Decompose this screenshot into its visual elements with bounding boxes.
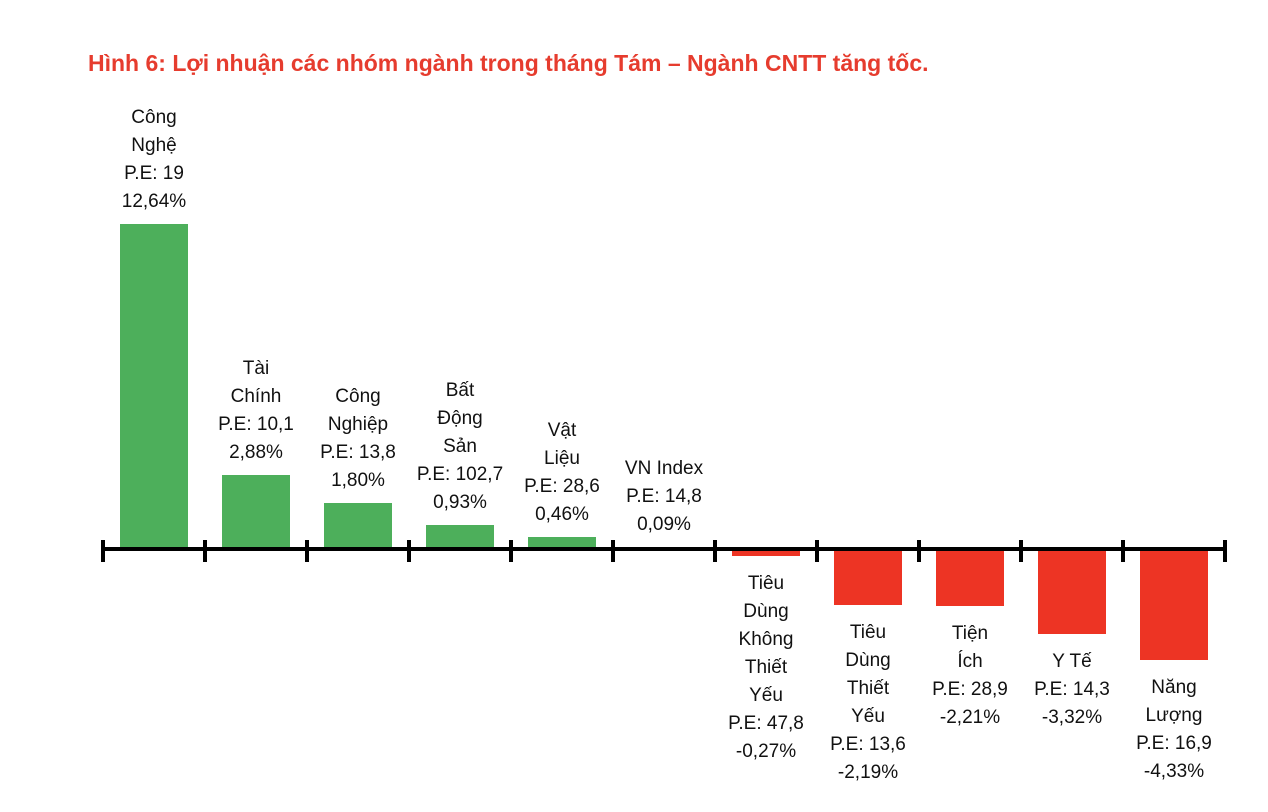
axis-tick bbox=[407, 540, 411, 562]
bar-label-line: P.E: 47,8 bbox=[728, 713, 804, 734]
bar-label-line: Công bbox=[131, 107, 177, 128]
bar-label-line: Nghiệp bbox=[327, 414, 389, 435]
bar-label: Công Nghiệp P.E: 13,8 1,80% bbox=[283, 383, 433, 495]
bar-negative bbox=[1038, 549, 1106, 634]
bar-label: VN Index P.E: 14,8 0,09% bbox=[589, 455, 739, 539]
axis-tick bbox=[713, 540, 717, 562]
bar-label-line: Lượng bbox=[1145, 705, 1203, 726]
bar-label-line: -3,32% bbox=[1041, 707, 1103, 728]
bar-negative bbox=[936, 549, 1004, 606]
bar-label-line: Tiêu bbox=[747, 573, 785, 594]
bar-label-line: Dùng bbox=[743, 601, 789, 622]
bar-label-line: Tài bbox=[242, 358, 270, 379]
bar-negative bbox=[1140, 549, 1208, 660]
bar-label-line: Thiết bbox=[846, 678, 890, 699]
chart-title: Hình 6: Lợi nhuận các nhóm ngành trong t… bbox=[88, 50, 929, 76]
bar-label-line: -2,21% bbox=[939, 707, 1001, 728]
axis-tick bbox=[203, 540, 207, 562]
bar-label-line: Động bbox=[437, 408, 483, 429]
axis-tick bbox=[611, 540, 615, 562]
axis-tick bbox=[509, 540, 513, 562]
bar-label-line: P.E: 28,6 bbox=[524, 476, 600, 497]
bar-label: Công Nghệ P.E: 19 12,64% bbox=[79, 104, 229, 216]
bar-label-line: Ích bbox=[957, 651, 983, 672]
bar-label-line: Sản bbox=[443, 436, 477, 457]
bar-label-line: P.E: 14,3 bbox=[1034, 679, 1110, 700]
bar-label: Bất Động Sản P.E: 102,7 0,93% bbox=[385, 377, 535, 517]
bar-label-line: 0,09% bbox=[637, 514, 691, 535]
bar-label: Tiêu Dùng Không Thiết Yếu P.E: 47,8 -0,27% bbox=[691, 570, 841, 766]
bar-label-line: P.E: 10,1 bbox=[218, 414, 294, 435]
bar-label: Y Tế P.E: 14,3 -3,32% bbox=[997, 648, 1147, 732]
bar-label: Tiện Ích P.E: 28,9 -2,21% bbox=[895, 620, 1045, 732]
bar-label-line: VN Index bbox=[624, 458, 704, 479]
bar-label-line: 1,80% bbox=[331, 470, 385, 491]
bar-label-line: -2,19% bbox=[837, 762, 899, 783]
bar-negative bbox=[834, 549, 902, 605]
bar-label-line: Yếu bbox=[749, 685, 783, 706]
bar-label-line: -4,33% bbox=[1143, 761, 1205, 782]
bar-positive bbox=[426, 525, 494, 549]
bar-label-line: Nghệ bbox=[131, 135, 177, 156]
axis-tick bbox=[1019, 540, 1023, 562]
bar-positive bbox=[528, 537, 596, 549]
bar-label-line: P.E: 14,8 bbox=[626, 486, 702, 507]
bar-label-line: Năng bbox=[1151, 677, 1197, 698]
bar-label: Tiêu Dùng Thiết Yếu P.E: 13,6 -2,19% bbox=[793, 619, 943, 787]
bar-label-line: Tiêu bbox=[849, 622, 887, 643]
bar-label-line: P.E: 102,7 bbox=[416, 464, 504, 485]
bar-label-line: Không bbox=[738, 629, 794, 650]
bar-label-line: Tiện bbox=[951, 623, 989, 644]
bar-positive bbox=[324, 503, 392, 549]
bar-label: Năng Lượng P.E: 16,9 -4,33% bbox=[1099, 674, 1249, 786]
bar-positive bbox=[120, 224, 188, 549]
bar-label-line: 0,46% bbox=[535, 504, 589, 525]
x-axis-line bbox=[101, 547, 1227, 551]
bar-label-line: Dùng bbox=[845, 650, 891, 671]
bar-label-line: P.E: 13,8 bbox=[320, 442, 396, 463]
bar-label-line: 2,88% bbox=[229, 442, 283, 463]
bar-label-line: P.E: 16,9 bbox=[1136, 733, 1212, 754]
bar-label-line: Công bbox=[335, 386, 381, 407]
bar-label-line: Thiết bbox=[744, 657, 788, 678]
axis-tick bbox=[815, 540, 819, 562]
axis-tick bbox=[917, 540, 921, 562]
bar-label-line: -0,27% bbox=[735, 741, 797, 762]
bar-label-line: Y Tế bbox=[1052, 651, 1092, 672]
axis-tick bbox=[1121, 540, 1125, 562]
axis-tick bbox=[101, 540, 105, 562]
bar-label-line: P.E: 19 bbox=[124, 163, 184, 184]
bar-negative bbox=[732, 549, 800, 556]
axis-tick bbox=[1223, 540, 1227, 562]
bar-label: Tài Chính P.E: 10,1 2,88% bbox=[181, 355, 331, 467]
bar-label-line: Yếu bbox=[851, 706, 885, 727]
bar-label-line: Liệu bbox=[544, 448, 580, 469]
bar-label-line: Chính bbox=[230, 386, 282, 407]
bar-positive bbox=[222, 475, 290, 549]
axis-tick bbox=[305, 540, 309, 562]
bar-label-line: P.E: 28,9 bbox=[932, 679, 1008, 700]
bar-label-line: 0,93% bbox=[433, 492, 487, 513]
bar-label: Vật Liệu P.E: 28,6 0,46% bbox=[487, 417, 637, 529]
bar-label-line: Vật bbox=[547, 420, 577, 441]
bar-label-line: P.E: 13,6 bbox=[830, 734, 906, 755]
bar-label-line: Bất bbox=[445, 380, 475, 401]
bar-label-line: 12,64% bbox=[121, 191, 187, 212]
